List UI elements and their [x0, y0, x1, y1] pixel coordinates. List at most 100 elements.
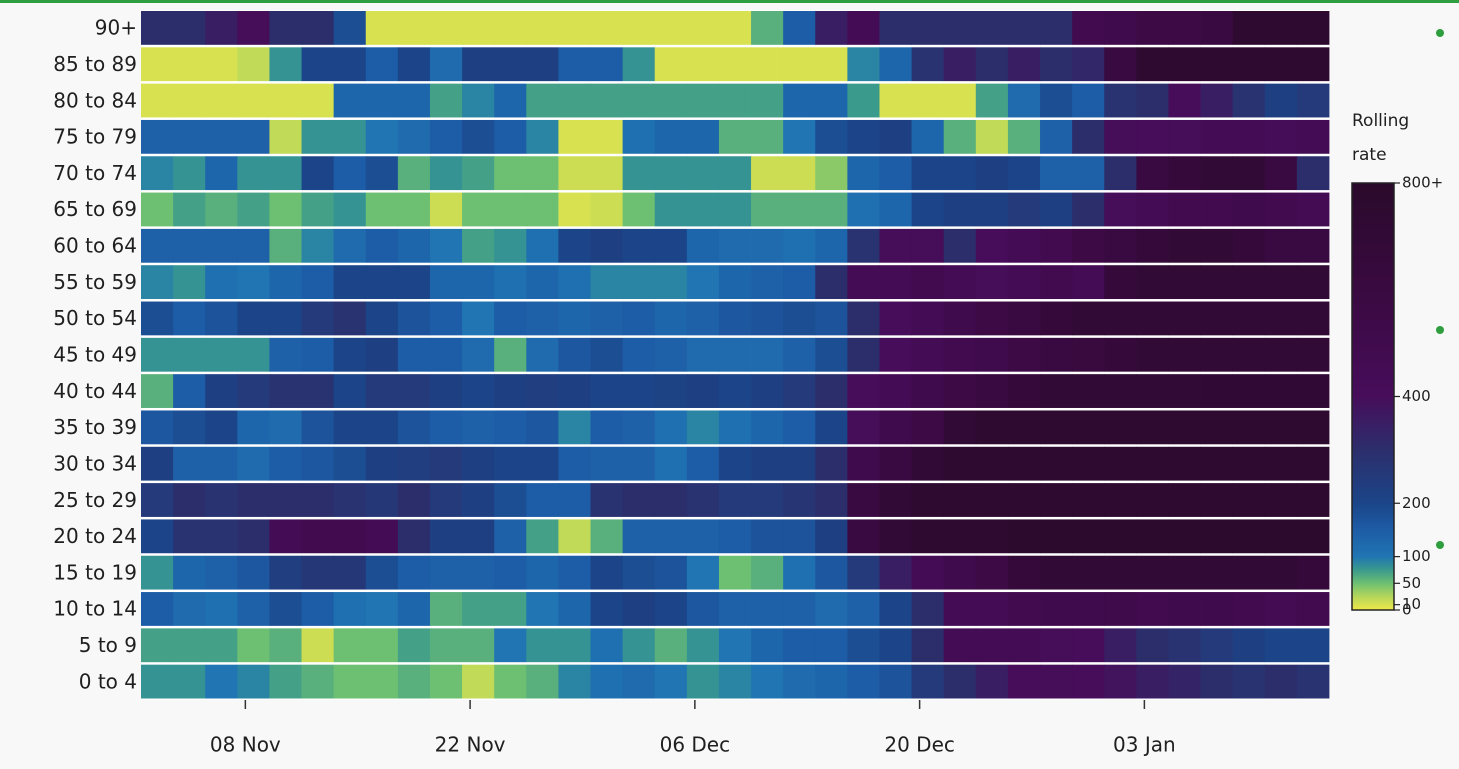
heatmap-cell [1296, 156, 1330, 191]
heatmap-cell [911, 555, 945, 590]
heatmap-cell [879, 555, 912, 590]
heatmap-cell [751, 555, 784, 590]
heatmap-cell [1264, 628, 1298, 663]
heatmap-cell [237, 228, 270, 263]
heatmap-cell [205, 83, 238, 118]
heatmap-cell [718, 446, 752, 481]
heatmap-cell [1232, 446, 1266, 481]
heatmap-cell [526, 483, 559, 517]
heatmap-cell [365, 483, 399, 517]
heatmap-cell [494, 301, 527, 336]
heatmap-cell [558, 410, 591, 445]
heatmap-cell [237, 156, 270, 191]
heatmap-cell [879, 47, 912, 82]
heatmap-cell [622, 301, 656, 336]
heatmap-cell [462, 192, 495, 227]
heatmap-cell [751, 410, 784, 445]
heatmap-cell [301, 119, 335, 154]
heatmap-cell [943, 519, 977, 554]
heatmap-cell [141, 664, 174, 699]
heatmap-cell [494, 192, 527, 227]
heatmap-cell [1200, 664, 1234, 699]
heatmap-cell [558, 11, 591, 45]
heatmap-cell [1264, 192, 1298, 227]
heatmap-cell [1104, 337, 1137, 372]
heatmap-cell [686, 483, 720, 517]
heatmap-cell [815, 228, 848, 263]
heatmap-cell [783, 555, 816, 590]
heatmap-cell [1168, 119, 1201, 154]
heatmap-cell [847, 228, 880, 263]
heatmap-cell [301, 47, 335, 82]
row-label: 0 to 4 [79, 669, 137, 693]
heatmap-cell [590, 265, 624, 300]
heatmap-cell [558, 192, 591, 227]
heatmap-cell [1136, 374, 1169, 408]
heatmap-cell [1232, 519, 1266, 554]
heatmap-cell [718, 664, 752, 699]
heatmap-cell [1296, 664, 1330, 699]
heatmap-cell [975, 47, 1009, 82]
heatmap-cell [1040, 446, 1073, 481]
heatmap-cell [1072, 228, 1105, 263]
heatmap-cell [1040, 83, 1073, 118]
heatmap-cell [654, 301, 688, 336]
heatmap-cell [301, 446, 335, 481]
heatmap-cell [526, 119, 559, 154]
row-label: 80 to 84 [53, 88, 137, 112]
heatmap-cell [911, 192, 945, 227]
heatmap-cell [141, 337, 174, 372]
heatmap-cell [590, 483, 624, 517]
heatmap-cell [558, 228, 591, 263]
heatmap-cell [1200, 410, 1234, 445]
heatmap-cell [718, 483, 752, 517]
heatmap-cell [975, 156, 1009, 191]
heatmap-cell [975, 119, 1009, 154]
heatmap-cell [1040, 410, 1073, 445]
x-tick-label: 22 Nov [435, 733, 506, 757]
heatmap-cell [815, 301, 848, 336]
heatmap-cell [205, 119, 238, 154]
heatmap-cell [654, 11, 688, 45]
heatmap-cell [173, 337, 206, 372]
heatmap-cell [1168, 410, 1201, 445]
heatmap-cell [1040, 374, 1073, 408]
heatmap-cell [558, 555, 591, 590]
heatmap-cell [494, 483, 527, 517]
heatmap-cell [815, 47, 848, 82]
heatmap-cell [1168, 265, 1201, 300]
heatmap-cell [1264, 519, 1298, 554]
heatmap-cell [1136, 11, 1169, 45]
heatmap-cell [1040, 47, 1073, 82]
heatmap-cell [943, 446, 977, 481]
heatmap-cell [205, 374, 238, 408]
heatmap-cell [1200, 156, 1234, 191]
heatmap-cell [333, 156, 367, 191]
heatmap-cell [622, 483, 656, 517]
heatmap-cell [141, 83, 174, 118]
heatmap-cell [269, 555, 302, 590]
heatmap-cell [173, 47, 206, 82]
heatmap-cell [1168, 374, 1201, 408]
heatmap-cell [879, 119, 912, 154]
heatmap-cell [1136, 265, 1169, 300]
heatmap-cell [1232, 192, 1266, 227]
heatmap-cell [686, 592, 720, 626]
heatmap-cell [847, 83, 880, 118]
heatmap-cell [333, 664, 367, 699]
row-label: 60 to 64 [53, 234, 137, 258]
heatmap-cell [526, 374, 559, 408]
heatmap-cell [1264, 119, 1298, 154]
heatmap-cell [1232, 374, 1266, 408]
heatmap-cell [1200, 374, 1234, 408]
heatmap-cell [943, 11, 977, 45]
heatmap-cell [1168, 628, 1201, 663]
heatmap-cell [205, 156, 238, 191]
heatmap-cell [1104, 156, 1137, 191]
heatmap-cell [397, 519, 431, 554]
heatmap-cell [847, 519, 880, 554]
heatmap-cell [365, 228, 399, 263]
heatmap-cell [943, 265, 977, 300]
heatmap-cell [1264, 374, 1298, 408]
heatmap-cell [301, 265, 335, 300]
